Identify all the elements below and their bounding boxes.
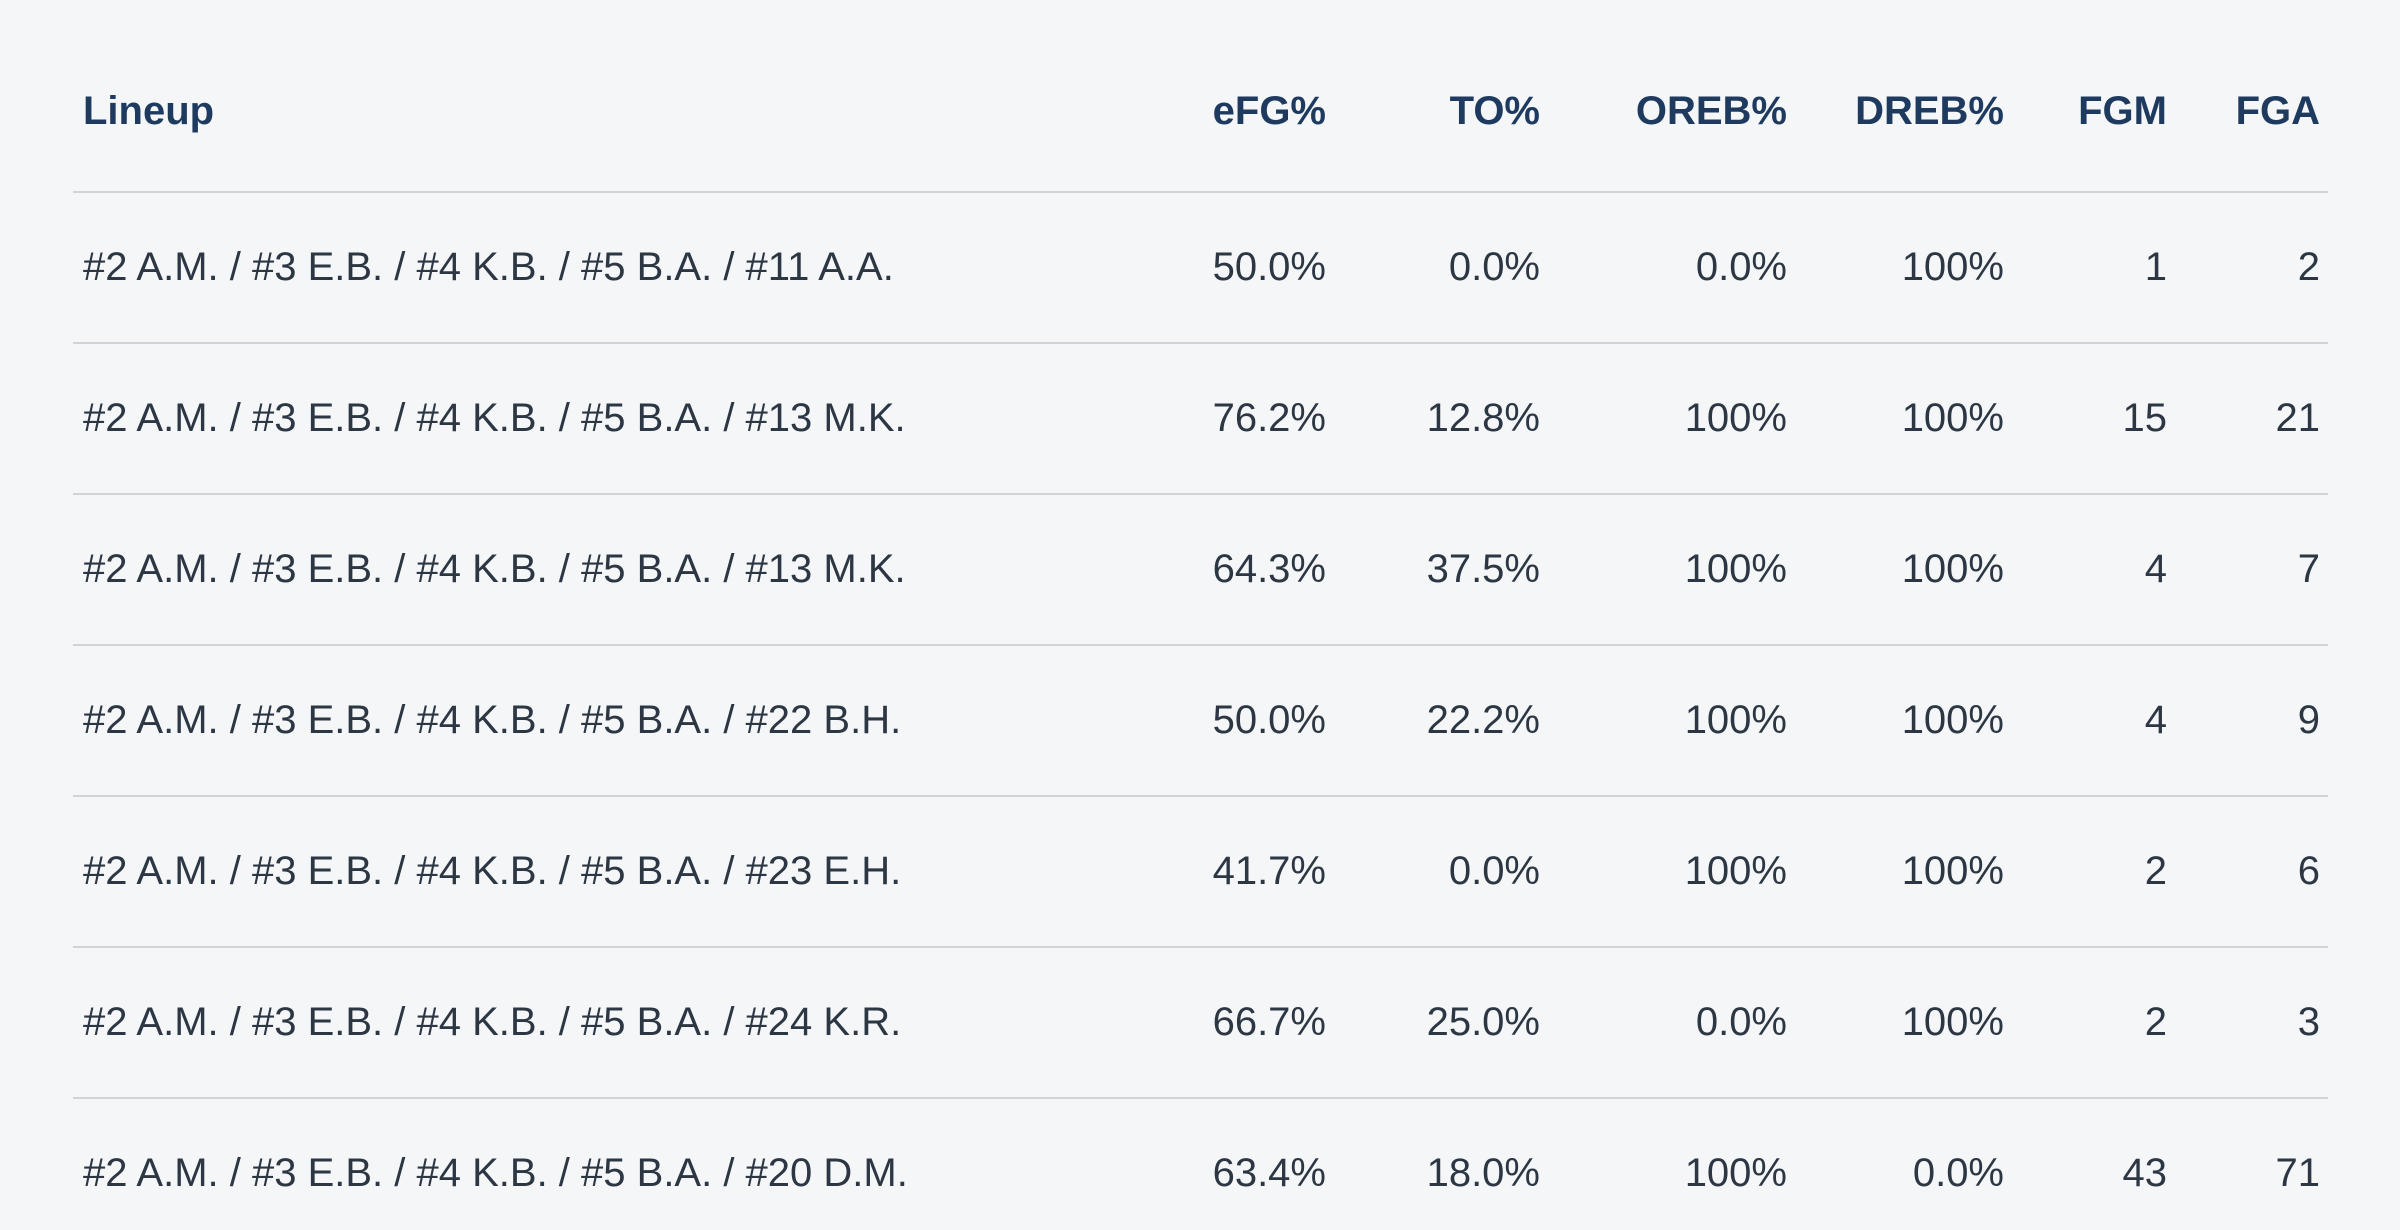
cell-lineup: #2 A.M. / #3 E.B. / #4 K.B. / #5 B.A. / … (83, 547, 906, 591)
table-header-row: Lineup eFG% TO% OREB% DREB% FGM FGA (73, 0, 2328, 191)
cell-lineup: #2 A.M. / #3 E.B. / #4 K.B. / #5 B.A. / … (83, 245, 894, 289)
cell-fgm: 15 (2122, 396, 2168, 440)
cell-efg: 66.7% (1212, 1000, 1326, 1044)
table-row: #2 A.M. / #3 E.B. / #4 K.B. / #5 B.A. / … (73, 644, 2328, 795)
column-header-dreb[interactable]: DREB% (1855, 89, 2004, 133)
cell-lineup: #2 A.M. / #3 E.B. / #4 K.B. / #5 B.A. / … (83, 1151, 908, 1195)
table-row: #2 A.M. / #3 E.B. / #4 K.B. / #5 B.A. / … (73, 493, 2328, 644)
cell-to: 0.0% (1448, 849, 1540, 893)
cell-to: 37.5% (1426, 547, 1540, 591)
cell-oreb: 100% (1684, 698, 1787, 742)
table-row: #2 A.M. / #3 E.B. / #4 K.B. / #5 B.A. / … (73, 342, 2328, 493)
cell-to: 12.8% (1426, 396, 1540, 440)
cell-dreb: 100% (1901, 396, 2004, 440)
cell-to: 22.2% (1426, 698, 1540, 742)
lineup-stats-table: Lineup eFG% TO% OREB% DREB% FGM FGA #2 A… (73, 0, 2328, 1230)
table-row: #2 A.M. / #3 E.B. / #4 K.B. / #5 B.A. / … (73, 795, 2328, 946)
column-header-fgm[interactable]: FGM (2078, 89, 2167, 133)
column-header-lineup[interactable]: Lineup (83, 89, 215, 133)
cell-lineup: #2 A.M. / #3 E.B. / #4 K.B. / #5 B.A. / … (83, 849, 902, 893)
cell-fga: 6 (2297, 849, 2320, 893)
cell-oreb: 100% (1684, 849, 1787, 893)
cell-dreb: 100% (1901, 849, 2004, 893)
cell-fga: 7 (2297, 547, 2320, 591)
cell-fgm: 1 (2144, 245, 2167, 289)
cell-efg: 63.4% (1212, 1151, 1326, 1195)
cell-lineup: #2 A.M. / #3 E.B. / #4 K.B. / #5 B.A. / … (83, 396, 906, 440)
cell-dreb: 100% (1901, 245, 2004, 289)
cell-fga: 3 (2297, 1000, 2320, 1044)
cell-fga: 71 (2275, 1151, 2321, 1195)
table-row: #2 A.M. / #3 E.B. / #4 K.B. / #5 B.A. / … (73, 1097, 2328, 1230)
cell-to: 25.0% (1426, 1000, 1540, 1044)
cell-oreb: 100% (1684, 1151, 1787, 1195)
cell-efg: 41.7% (1212, 849, 1326, 893)
cell-efg: 50.0% (1212, 698, 1326, 742)
cell-oreb: 0.0% (1695, 1000, 1787, 1044)
cell-efg: 50.0% (1212, 245, 1326, 289)
cell-fga: 2 (2297, 245, 2320, 289)
cell-oreb: 0.0% (1695, 245, 1787, 289)
cell-dreb: 100% (1901, 1000, 2004, 1044)
cell-to: 18.0% (1426, 1151, 1540, 1195)
cell-efg: 76.2% (1212, 396, 1326, 440)
cell-lineup: #2 A.M. / #3 E.B. / #4 K.B. / #5 B.A. / … (83, 698, 902, 742)
cell-fgm: 4 (2144, 547, 2167, 591)
table-row: #2 A.M. / #3 E.B. / #4 K.B. / #5 B.A. / … (73, 946, 2328, 1097)
cell-oreb: 100% (1684, 396, 1787, 440)
cell-dreb: 0.0% (1912, 1151, 2004, 1195)
cell-oreb: 100% (1684, 547, 1787, 591)
cell-dreb: 100% (1901, 547, 2004, 591)
table-row: #2 A.M. / #3 E.B. / #4 K.B. / #5 B.A. / … (73, 191, 2328, 342)
column-header-fga[interactable]: FGA (2235, 89, 2320, 133)
column-header-oreb[interactable]: OREB% (1635, 89, 1787, 133)
cell-efg: 64.3% (1212, 547, 1326, 591)
column-header-efg[interactable]: eFG% (1212, 89, 1326, 133)
cell-fgm: 43 (2122, 1151, 2168, 1195)
cell-to: 0.0% (1448, 245, 1540, 289)
cell-fga: 21 (2275, 396, 2321, 440)
cell-lineup: #2 A.M. / #3 E.B. / #4 K.B. / #5 B.A. / … (83, 1000, 902, 1044)
cell-fgm: 4 (2144, 698, 2167, 742)
cell-fgm: 2 (2144, 849, 2167, 893)
cell-dreb: 100% (1901, 698, 2004, 742)
cell-fga: 9 (2297, 698, 2320, 742)
cell-fgm: 2 (2144, 1000, 2167, 1044)
column-header-to[interactable]: TO% (1449, 89, 1540, 133)
